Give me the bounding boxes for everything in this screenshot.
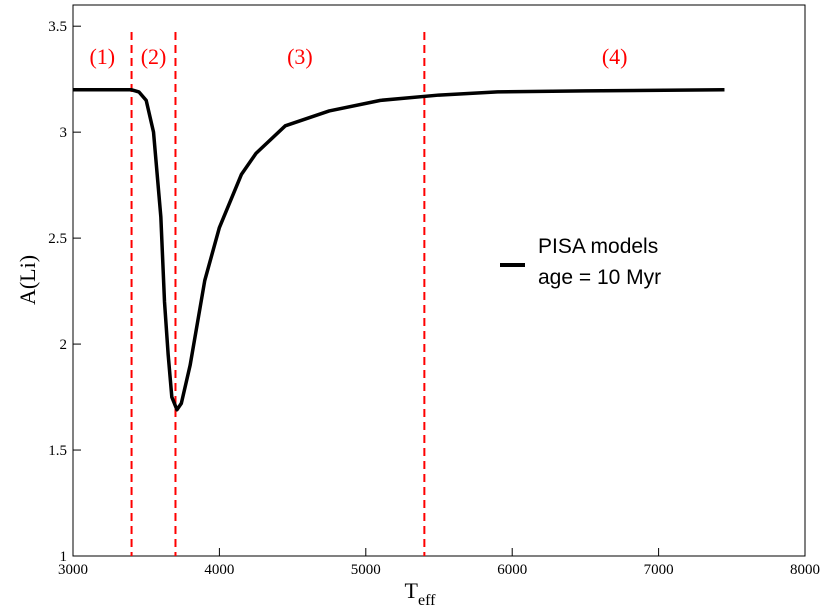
x-tick-label: 8000 [790,562,820,578]
legend-note: age = 10 Myr [538,266,661,289]
region-label: (3) [287,44,313,69]
plot-frame [72,4,806,557]
x-axis-label: Teff [405,578,437,609]
region-label: (2) [141,44,167,69]
y-axis-label: A(Li) [15,255,40,305]
y-tick-label: 1.5 [48,443,67,459]
region-label: (4) [602,44,628,69]
x-tick-label: 4000 [204,562,234,578]
y-tick-label: 1 [60,549,68,565]
x-axis-label-sub: eff [418,592,436,609]
data-line [73,88,725,412]
x-tick-label: 6000 [497,562,527,578]
region-label: (1) [89,44,115,69]
x-axis-label-main: T [405,578,419,603]
x-tick-label: 5000 [351,562,381,578]
y-tick-label: 3 [60,125,68,141]
x-tick-label: 3000 [58,562,88,578]
x-tick-label: 7000 [644,562,674,578]
y-tick-label: 3.5 [48,19,67,35]
y-tick-label: 2 [60,337,68,353]
y-tick-label: 2.5 [48,231,67,247]
legend-label: PISA models [538,235,658,258]
